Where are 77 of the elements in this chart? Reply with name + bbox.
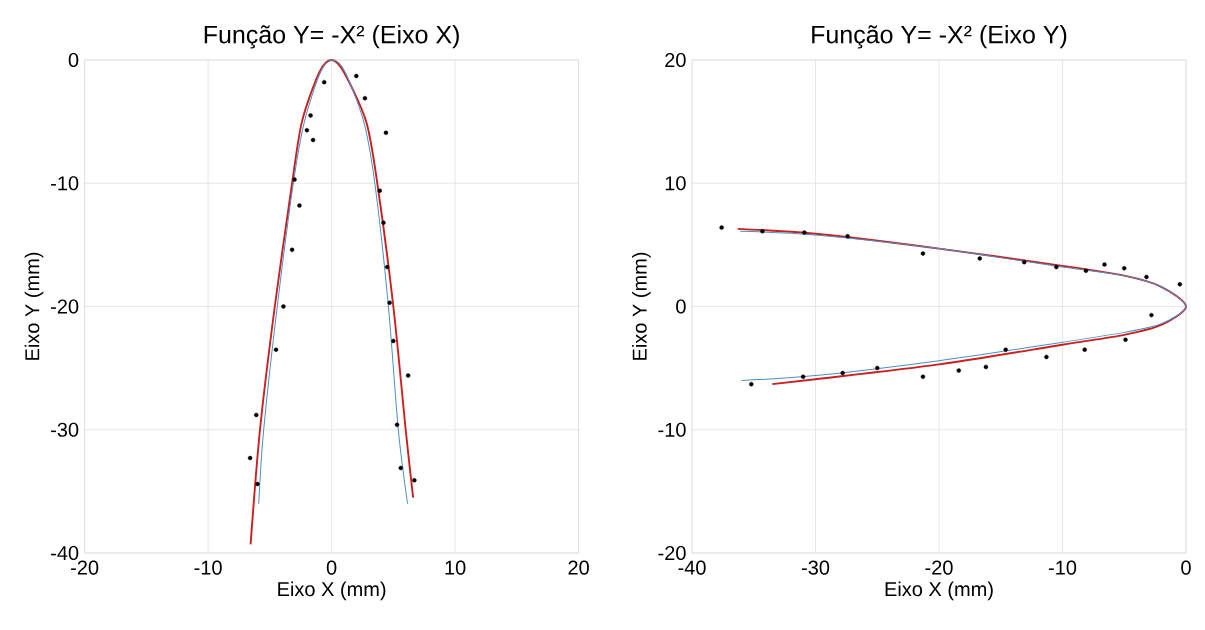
- y-axis-title: Eixo Y (mm): [24, 252, 44, 360]
- y-tick-label: -10: [658, 422, 686, 437]
- x-axis-title: Eixo X (mm): [885, 581, 993, 601]
- y-tick-label: 20: [665, 52, 686, 68]
- point: [840, 370, 845, 376]
- point: [247, 455, 253, 461]
- x-tick-label: 0: [1181, 560, 1191, 575]
- point: [254, 412, 259, 418]
- point: [983, 364, 989, 370]
- point: [377, 188, 382, 193]
- point: [297, 203, 302, 208]
- point: [383, 130, 389, 135]
- point: [292, 177, 297, 182]
- point: [1144, 274, 1149, 280]
- point: [304, 128, 310, 133]
- point: [1122, 266, 1127, 271]
- point: [802, 230, 807, 235]
- y-tick-label: -20: [658, 545, 686, 561]
- point: [281, 304, 286, 309]
- point: [384, 264, 390, 270]
- point: [362, 96, 368, 101]
- point: [1123, 337, 1128, 342]
- x-tick-label: -40: [678, 560, 706, 575]
- point: [760, 229, 765, 234]
- chart-title: Função Y= -X² (Eixo Y): [812, 25, 1067, 49]
- point: [394, 422, 400, 428]
- y-tick-label: -40: [51, 545, 79, 561]
- y-tick-label: 0: [676, 299, 686, 314]
- point: [310, 137, 316, 143]
- point: [381, 220, 386, 225]
- point: [1083, 268, 1089, 273]
- x-tick-label: -20: [71, 560, 99, 575]
- point: [1022, 259, 1027, 265]
- point: [1003, 347, 1008, 352]
- point: [719, 225, 724, 230]
- x-tick-label: -30: [801, 560, 830, 575]
- point: [255, 481, 260, 487]
- point: [412, 478, 417, 483]
- y-tick-label: -10: [51, 176, 79, 191]
- chart-title: Função Y= -X² (Eixo X): [204, 25, 459, 49]
- point: [273, 347, 279, 352]
- point: [391, 338, 396, 344]
- x-axis-title: Eixo X (mm): [278, 581, 386, 601]
- point: [1102, 262, 1107, 267]
- line-series: [249, 59, 415, 546]
- point: [354, 73, 359, 79]
- point: [956, 368, 961, 373]
- x-tick-label: 10: [445, 560, 466, 575]
- x-tick-label: -10: [1048, 560, 1077, 575]
- point: [845, 234, 850, 239]
- point: [749, 381, 754, 387]
- x-tick-label: 20: [568, 560, 589, 575]
- point: [1082, 347, 1087, 352]
- point: [977, 256, 982, 261]
- y-tick-label: 0: [68, 52, 79, 68]
- point: [405, 373, 411, 378]
- y-tick-label: -20: [51, 299, 79, 314]
- line-series: [258, 59, 409, 505]
- point: [1177, 282, 1183, 287]
- y-tick-label: -30: [51, 422, 79, 437]
- point: [398, 465, 403, 471]
- y-axis-title: Eixo Y (mm): [632, 252, 651, 360]
- point: [308, 113, 313, 118]
- point: [800, 374, 806, 379]
- point: [920, 374, 926, 379]
- point: [920, 251, 926, 256]
- x-tick-label: -10: [194, 560, 222, 575]
- point: [875, 365, 880, 371]
- x-tick-label: 0: [326, 560, 337, 575]
- point: [321, 79, 327, 85]
- point: [1149, 312, 1154, 318]
- point: [1044, 354, 1049, 360]
- point: [1054, 264, 1059, 270]
- point: [387, 300, 392, 305]
- y-tick-label: 10: [665, 176, 686, 191]
- point: [289, 247, 295, 252]
- x-tick-label: -20: [925, 560, 953, 575]
